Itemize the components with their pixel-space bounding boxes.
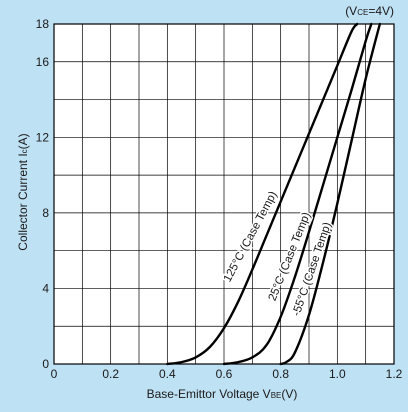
x-axis-label: Base-Emittor Voltage VBE(V) <box>147 387 298 401</box>
tick-labels: 0 0.2 0.4 0.6 0.8 1.0 1.2 0 4 8 12 16 18 <box>36 17 403 381</box>
grid <box>54 24 394 364</box>
y-axis-label: Collector Current Ic(A) <box>16 133 30 250</box>
x-tick-label: 0.2 <box>102 367 119 381</box>
x-tick-label: 0 <box>51 367 58 381</box>
y-tick-label: 8 <box>42 206 49 220</box>
series-line-3 <box>279 22 382 366</box>
x-tick-label: 0.6 <box>216 367 233 381</box>
series-line-2 <box>222 22 373 366</box>
x-tick-label: 0.4 <box>159 367 176 381</box>
x-tick-label: 1.2 <box>386 367 403 381</box>
y-tick-label: 4 <box>42 281 49 295</box>
curves <box>166 22 382 366</box>
x-tick-label: 1.0 <box>329 367 346 381</box>
series-line-1 <box>166 22 359 366</box>
y-tick-label: 0 <box>42 357 49 371</box>
y-tick-label: 12 <box>36 130 50 144</box>
y-tick-label: 16 <box>36 55 50 69</box>
condition-label: (VCE=4V) <box>345 4 394 18</box>
x-tick-label: 0.8 <box>272 367 289 381</box>
y-tick-label: 18 <box>36 17 50 31</box>
plot-frame <box>53 23 395 365</box>
